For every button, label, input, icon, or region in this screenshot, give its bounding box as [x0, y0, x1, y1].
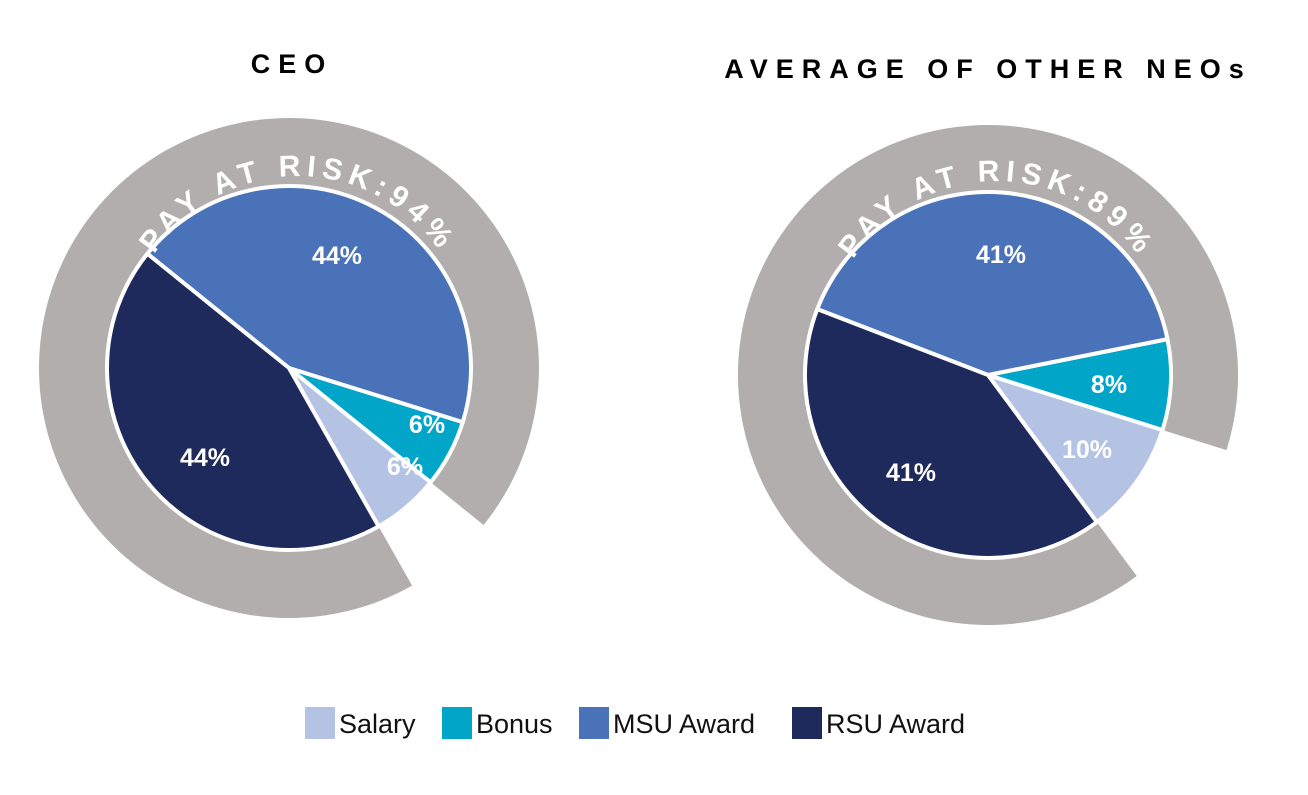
legend-item-rsu-award: RSU Award [792, 707, 965, 739]
ceo-chart-title: CEO [251, 49, 334, 79]
neo-chart-title: AVERAGE OF OTHER NEOs [724, 54, 1252, 84]
legend-swatch-msu-award [579, 707, 609, 739]
legend-label-bonus: Bonus [476, 709, 553, 739]
legend-item-msu-award: MSU Award [579, 707, 755, 739]
ceo-bonus-value-label: 6% [409, 411, 445, 439]
ceo-msu-value-label: 44% [312, 242, 362, 270]
neo-slice-msu [815, 190, 1170, 377]
ceo-pie-chart: CEO PAY AT RISK:94% 44% 44% 6% 6% [38, 49, 539, 619]
legend-swatch-salary [305, 707, 335, 739]
neo-slice-salary [986, 373, 1165, 525]
neo-rsu-value-label: 41% [886, 459, 936, 487]
neo-pie-chart: AVERAGE OF OTHER NEOs PAY AT RISK:89% 41… [724, 54, 1252, 625]
legend-label-salary: Salary [339, 709, 416, 739]
ceo-slice-rsu [105, 251, 381, 552]
legend: Salary Bonus MSU Award RSU Award [305, 707, 965, 739]
ceo-rsu-value-label: 44% [180, 444, 230, 472]
legend-swatch-bonus [442, 707, 472, 739]
legend-item-salary: Salary [305, 707, 416, 739]
ceo-salary-value-label: 6% [387, 453, 423, 481]
neo-msu-value-label: 41% [976, 241, 1026, 269]
neo-bonus-value-label: 8% [1091, 371, 1127, 399]
neo-slice-rsu [803, 307, 1099, 560]
legend-swatch-rsu-award [792, 707, 822, 739]
neo-salary-value-label: 10% [1062, 436, 1112, 464]
legend-label-rsu-award: RSU Award [826, 709, 965, 739]
ceo-slice-msu [145, 184, 474, 425]
legend-item-bonus: Bonus [442, 707, 553, 739]
legend-label-msu-award: MSU Award [613, 709, 755, 739]
